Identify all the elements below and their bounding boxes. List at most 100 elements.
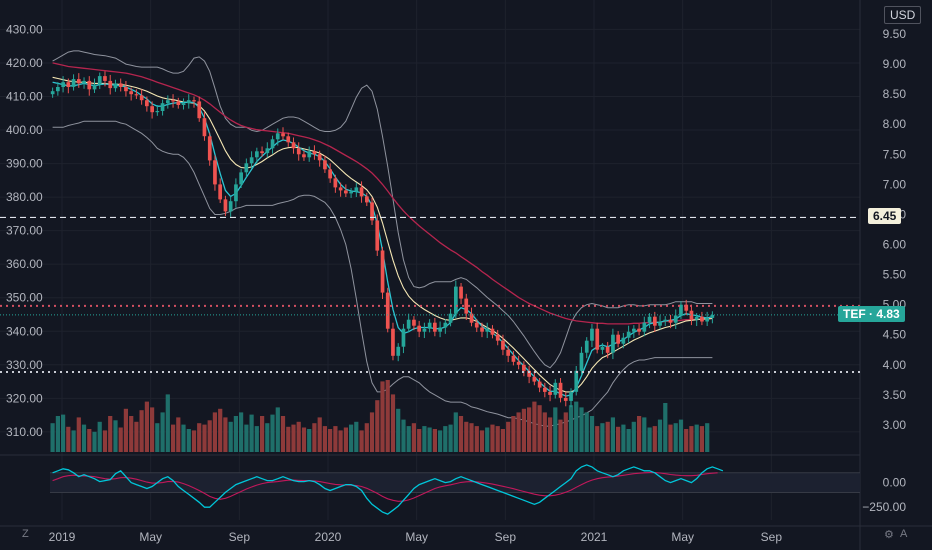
candle-body (145, 100, 149, 107)
candle-body (265, 148, 270, 154)
volume-bar (621, 424, 626, 452)
volume-bar (254, 426, 259, 452)
volume-bar (307, 429, 312, 452)
candle-body (192, 100, 196, 102)
candle-body (87, 80, 92, 90)
right-tick-label: 4.50 (883, 328, 907, 342)
volume-bar (349, 424, 354, 452)
ticker-price: 4.83 (876, 306, 900, 321)
volume-bar (516, 412, 521, 452)
oscillator-tick-label: 0.00 (883, 476, 907, 490)
candle-body (359, 187, 364, 197)
candle-body (579, 352, 584, 371)
volume-bar (87, 429, 92, 452)
volume-bar (97, 421, 102, 452)
candle-body (202, 118, 207, 137)
time-axis-labels: 2019 May Sep 2020 May Sep 2021 May Sep (49, 530, 783, 544)
candle-body (296, 148, 301, 155)
volume-bar (443, 426, 448, 452)
volume-bar (563, 412, 568, 452)
candle-body (443, 322, 448, 328)
volume-bar (343, 427, 348, 452)
candle-body (543, 387, 547, 392)
candle-body (516, 361, 521, 365)
gear-icon[interactable]: ⚙ (884, 529, 894, 541)
volume-bar (380, 381, 385, 452)
candle-body (244, 163, 249, 173)
volume-bar (118, 427, 123, 452)
candle-body (134, 94, 139, 96)
candle-body (490, 328, 495, 335)
volume-bar (511, 416, 516, 452)
volume-bar (280, 416, 286, 452)
candle-body (632, 328, 636, 332)
left-tick-label: 330.00 (6, 358, 43, 372)
volume-bar (401, 419, 406, 452)
volume-bar (134, 421, 139, 452)
candle-body (97, 76, 102, 85)
volume-bar (453, 412, 458, 452)
candle-body (480, 327, 484, 332)
volume-bar (176, 417, 181, 452)
volume-bar (260, 416, 265, 452)
left-tick-label: 360.00 (6, 257, 43, 271)
left-tick-label: 320.00 (6, 391, 43, 405)
volume-bar (249, 414, 254, 452)
volume-bar (663, 403, 668, 452)
ma-slow-line (52, 62, 713, 325)
oscillator-band (50, 472, 860, 493)
volume-bar (500, 429, 505, 452)
bollinger-upper-line (52, 50, 713, 369)
candle-body (412, 319, 416, 326)
candle-body (113, 83, 118, 89)
volume-bar (485, 427, 490, 452)
right-tick-label: 4.00 (883, 358, 907, 372)
volume-bar (233, 416, 238, 452)
volume-bar (71, 430, 76, 452)
volume-bar (228, 421, 233, 452)
candle-body (375, 220, 380, 251)
time-tick-label: 2020 (315, 530, 342, 544)
volume-bar (668, 424, 673, 452)
right-tick-label: 7.50 (883, 147, 907, 161)
candle-body (349, 191, 353, 194)
volume-bar (605, 421, 610, 452)
candle-body (710, 314, 715, 318)
volume-bar (301, 427, 307, 452)
candle-body (260, 151, 264, 154)
volume-bar (616, 426, 621, 452)
candlesticks[interactable] (50, 71, 715, 408)
currency-badge[interactable]: USD (884, 6, 922, 24)
left-tick-label: 430.00 (6, 22, 43, 36)
auto-scale-button[interactable]: A (900, 528, 908, 540)
volume-bar (464, 421, 469, 452)
volume-bar (212, 412, 217, 452)
candle-body (338, 187, 343, 191)
volume-bar (417, 429, 422, 452)
candle-body (590, 328, 594, 341)
volume-bar (317, 417, 322, 452)
candle-body (647, 316, 652, 323)
volume-bar (542, 412, 547, 452)
volume-bar (490, 424, 495, 452)
volume-bar (165, 394, 170, 452)
right-tick-label: 9.50 (883, 27, 907, 41)
oscillator-signal-line (52, 472, 718, 502)
candle-body (307, 151, 312, 158)
volume-bar (50, 423, 55, 452)
candle-body (92, 84, 97, 90)
oscillator-tick-label: −250.00 (862, 500, 906, 514)
volume-bar (144, 401, 149, 452)
timezone-button[interactable]: Z (22, 528, 29, 540)
candle-body (275, 133, 280, 140)
volume-bar (129, 416, 134, 452)
candle-body (171, 100, 175, 102)
candle-body (312, 151, 317, 155)
volume-bar (506, 421, 511, 452)
volume-bar (694, 424, 699, 452)
volume-bar (521, 408, 526, 452)
volume-bar (202, 424, 207, 452)
candle-body (150, 106, 154, 113)
level-lines (0, 216, 860, 374)
volume-bar (574, 401, 579, 452)
